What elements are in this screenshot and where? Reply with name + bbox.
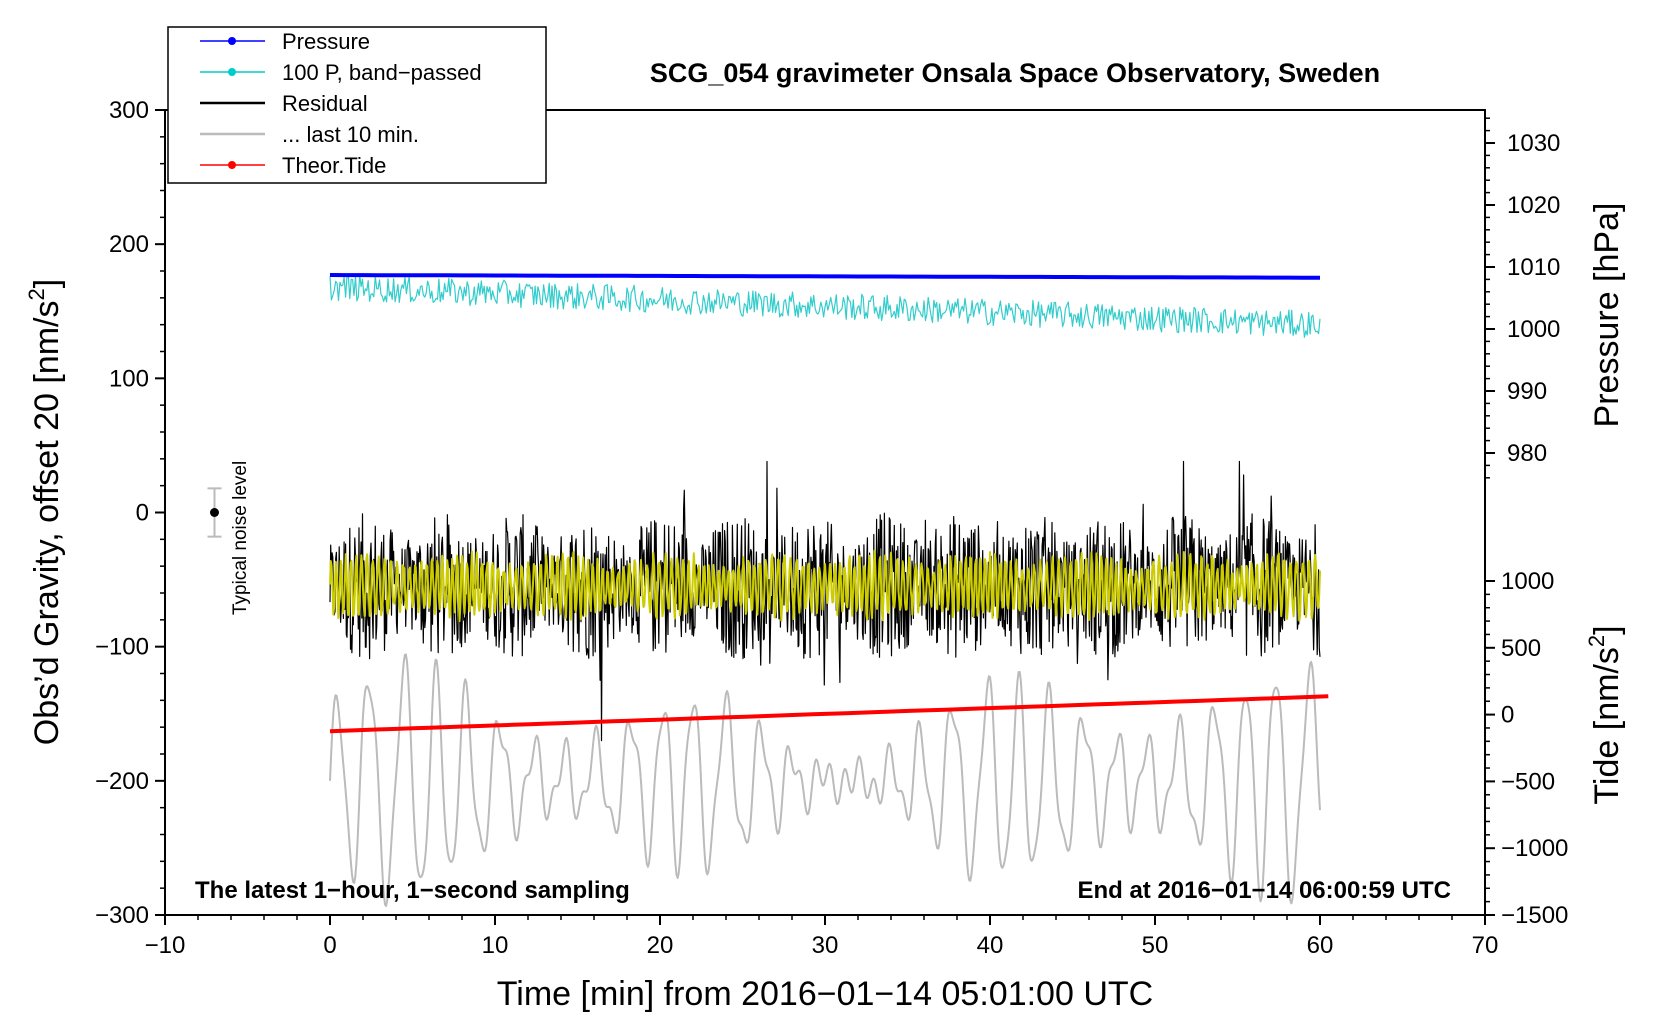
series-theor-tide xyxy=(329,694,1329,734)
y-axis-left-title-main: Obs’d Gravity, offset 20 [nm/s xyxy=(28,301,66,746)
tide-tick-label: −1500 xyxy=(1501,902,1568,929)
y-tick-label: −100 xyxy=(95,634,149,661)
x-tick-label: 10 xyxy=(482,932,509,959)
note-left: The latest 1−hour, 1−second sampling xyxy=(195,877,630,904)
tide-tick-label: 500 xyxy=(1501,635,1541,662)
noise-level-label: Typical noise level xyxy=(230,461,251,615)
y-axis-tide-title-main: Tide [nm/s xyxy=(1588,647,1626,804)
pressure-tick-label: 1030 xyxy=(1507,130,1560,157)
y-axis-tide-title-end: ] xyxy=(1588,625,1626,634)
tide-tick-label: −500 xyxy=(1501,768,1555,795)
legend-label-residual: Residual xyxy=(282,91,368,116)
legend-box xyxy=(167,26,547,184)
pressure-tick-label: 1010 xyxy=(1507,254,1560,281)
tide-tick-label: 0 xyxy=(1501,702,1514,729)
y-axis-left: −300 −200 −100 0 100 200 300 xyxy=(95,97,165,929)
y-axis-left-title: Obs’d Gravity, offset 20 [nm/s2] xyxy=(24,279,66,745)
y-tick-label: −300 xyxy=(95,902,149,929)
noise-bar-dot xyxy=(210,508,219,517)
x-tick-label: 0 xyxy=(323,932,336,959)
y-tick-label: 0 xyxy=(136,500,149,527)
y-axis-left-title-end: ] xyxy=(28,279,66,288)
series-residual-smoothed xyxy=(329,549,1321,623)
y-axis-tide-title: Tide [nm/s2] xyxy=(1584,625,1626,804)
legend-label-theor-tide: Theor.Tide xyxy=(282,153,386,178)
note-right: End at 2016−01−14 06:00:59 UTC xyxy=(1077,877,1451,904)
series-pressure xyxy=(329,273,1320,280)
tide-tick-label: 1000 xyxy=(1501,568,1554,595)
series-pressure-bandpassed xyxy=(329,274,1321,338)
y-axis-left-title-sup: 2 xyxy=(24,288,49,300)
x-tick-label: 50 xyxy=(1142,932,1169,959)
y-tick-label: 200 xyxy=(109,231,149,258)
x-tick-label: 60 xyxy=(1307,932,1334,959)
y-tick-label: −200 xyxy=(95,768,149,795)
noise-level-indicator xyxy=(207,487,222,538)
pressure-tick-label: 990 xyxy=(1507,378,1547,405)
y-axis-pressure-title: Pressure [hPa] xyxy=(1588,203,1626,428)
legend-marker-pressure xyxy=(228,37,236,45)
pressure-tick-label: 1020 xyxy=(1507,192,1560,219)
x-tick-label: 20 xyxy=(647,932,674,959)
legend-label-bandpassed: 100 P, band−passed xyxy=(282,60,482,85)
pressure-tick-label: 980 xyxy=(1507,440,1547,467)
tide-tick-label: −1000 xyxy=(1501,835,1568,862)
y-tick-label: 300 xyxy=(109,97,149,124)
legend-label-last-10-min: ... last 10 min. xyxy=(282,122,419,147)
x-axis-title: Time [min] from 2016−01−14 05:01:00 UTC xyxy=(497,975,1153,1013)
legend-marker-theor-tide xyxy=(228,161,236,169)
y-axis-tide: −1500 −1000 −500 0 500 1000 xyxy=(1485,568,1568,929)
legend-marker-bandpassed xyxy=(228,68,236,76)
series-layer xyxy=(329,273,1329,907)
y-tick-label: 100 xyxy=(109,365,149,392)
x-axis: −10 0 10 20 30 40 50 60 70 xyxy=(145,915,1499,959)
chart-title: SCG_054 gravimeter Onsala Space Observat… xyxy=(650,58,1380,88)
x-tick-label: 30 xyxy=(812,932,839,959)
pressure-tick-label: 1000 xyxy=(1507,316,1560,343)
series-last-10-min xyxy=(329,653,1321,907)
x-tick-label: 40 xyxy=(977,932,1004,959)
y-axis-tide-title-sup: 2 xyxy=(1584,635,1609,647)
y-axis-pressure: 980 990 1000 1010 1020 1030 xyxy=(1485,117,1560,479)
legend: Pressure 100 P, band−passed Residual ... la… xyxy=(167,26,547,184)
legend-label-pressure: Pressure xyxy=(282,29,370,54)
x-tick-label: −10 xyxy=(145,932,186,959)
plot-frame xyxy=(164,109,1486,916)
x-tick-label: 70 xyxy=(1472,932,1499,959)
